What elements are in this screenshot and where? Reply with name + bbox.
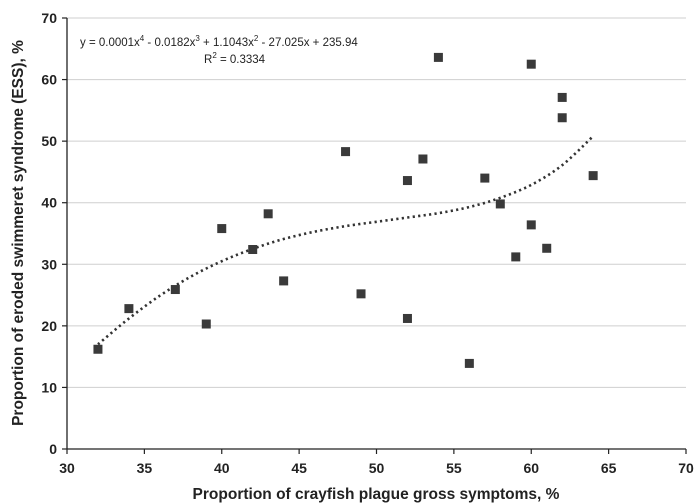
- y-tick-labels: 0 10 20 30 40 50 60 70: [41, 10, 57, 457]
- data-point: [464, 358, 474, 368]
- data-point: [557, 113, 567, 123]
- trendline-equation: y = 0.0001x4 - 0.0182x3 + 1.1043x2 - 27.…: [80, 34, 358, 49]
- data-point: [526, 220, 536, 230]
- data-point: [93, 344, 103, 354]
- y-axis-title: Proportion of eroded swimmeret syndrome …: [10, 40, 27, 426]
- axes: [62, 17, 687, 454]
- data-point: [542, 243, 552, 253]
- y-tick-label: 40: [41, 195, 57, 211]
- data-point: [480, 173, 490, 183]
- x-tick-label: 60: [523, 460, 539, 476]
- data-point: [418, 154, 428, 164]
- x-tick-label: 50: [369, 460, 385, 476]
- data-point: [124, 304, 134, 314]
- y-tick-label: 50: [41, 133, 57, 149]
- data-point: [279, 276, 289, 286]
- data-point: [170, 285, 180, 295]
- x-tick-label: 30: [59, 460, 75, 476]
- y-tick-label: 70: [41, 10, 57, 26]
- data-point: [511, 252, 521, 262]
- data-point: [248, 245, 258, 255]
- y-tick-label: 60: [41, 72, 57, 88]
- y-tick-label: 10: [41, 379, 57, 395]
- data-point: [341, 147, 351, 157]
- data-point: [201, 319, 211, 329]
- x-tick-label: 45: [291, 460, 307, 476]
- r-squared-label: R2 = 0.3334: [204, 51, 266, 66]
- x-tick-labels: 30 35 40 45 50 55 60 65 70: [59, 460, 694, 476]
- x-tick-label: 55: [446, 460, 462, 476]
- data-point: [526, 59, 536, 69]
- data-point: [402, 313, 412, 323]
- data-point: [217, 224, 227, 234]
- data-point: [588, 171, 598, 181]
- data-point: [557, 92, 567, 102]
- data-point: [495, 199, 505, 209]
- data-point: [263, 209, 273, 219]
- y-tick-label: 0: [49, 441, 57, 457]
- y-tick-label: 20: [41, 318, 57, 334]
- gridlines: [67, 17, 686, 388]
- x-tick-label: 65: [601, 460, 617, 476]
- data-point: [433, 52, 443, 62]
- data-point: [356, 289, 366, 299]
- x-tick-label: 35: [137, 460, 153, 476]
- trendline: [97, 135, 594, 346]
- x-tick-label: 70: [678, 460, 694, 476]
- y-tick-label: 30: [41, 256, 57, 272]
- data-point: [402, 176, 412, 186]
- x-axis-title: Proportion of crayfish plague gross symp…: [193, 486, 560, 503]
- x-tick-label: 40: [214, 460, 230, 476]
- data-points: [93, 52, 598, 368]
